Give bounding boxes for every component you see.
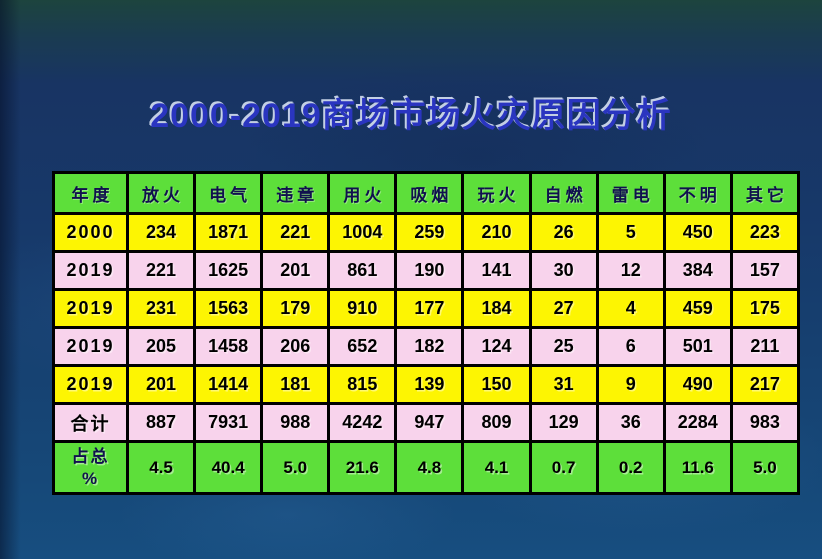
table-row-7: 占总% 4.5 40.4 5.0 21.6 4.8 4.1 0.7 0.2 11.6 5.0: [52, 440, 801, 495]
column-header-3: 电气: [193, 171, 264, 215]
value-cell: 5: [595, 212, 666, 253]
value-cell: 4.5: [125, 440, 197, 495]
value-cell: 1414: [193, 364, 264, 405]
value-cell: 217: [729, 364, 801, 405]
value-cell: 450: [662, 212, 733, 253]
table-row-4: 2019 205 1458 206 652 182 124 25 6 501 211: [52, 326, 801, 367]
value-cell: 1004: [327, 212, 398, 253]
value-cell: 141: [461, 250, 532, 291]
value-cell: 175: [729, 288, 801, 329]
value-cell: 124: [461, 326, 532, 367]
value-cell: 184: [461, 288, 532, 329]
value-cell: 4242: [327, 402, 398, 443]
value-cell: 21.6: [327, 440, 398, 495]
column-header-10: 不明: [662, 171, 733, 215]
value-cell: 157: [729, 250, 801, 291]
value-cell: 221: [260, 212, 331, 253]
value-cell: 384: [662, 250, 733, 291]
value-cell: 5.0: [729, 440, 801, 495]
value-cell: 6: [595, 326, 666, 367]
column-header-1: 年度: [52, 171, 129, 215]
value-cell: 190: [394, 250, 465, 291]
slide-title: 2000-2019商场市场火灾原因分析: [150, 97, 672, 135]
row-label-cell: 合计: [52, 402, 129, 443]
value-cell: 1458: [193, 326, 264, 367]
value-cell: 501: [662, 326, 733, 367]
column-header-9: 雷电: [595, 171, 666, 215]
value-cell: 459: [662, 288, 733, 329]
value-cell: 9: [595, 364, 666, 405]
value-cell: 181: [260, 364, 331, 405]
value-cell: 0.2: [595, 440, 666, 495]
value-cell: 5.0: [260, 440, 331, 495]
value-cell: 201: [125, 364, 197, 405]
value-cell: 179: [260, 288, 331, 329]
row-label-cell: 2019: [52, 250, 129, 291]
fire-cause-table: 年度 放火 电气 违章 用火 吸烟 玩火 自燃 雷电 不明 其它 2000 234 1871 221 100…: [52, 171, 801, 495]
value-cell: 2284: [662, 402, 733, 443]
value-cell: 206: [260, 326, 331, 367]
table-row-2: 2019 221 1625 201 861 190 141 30 12 384 157: [52, 250, 801, 291]
value-cell: 1625: [193, 250, 264, 291]
column-header-4: 违章: [260, 171, 331, 215]
row-label-cell: 2019: [52, 364, 129, 405]
value-cell: 139: [394, 364, 465, 405]
value-cell: 36: [595, 402, 666, 443]
value-cell: 947: [394, 402, 465, 443]
value-cell: 210: [461, 212, 532, 253]
value-cell: 1563: [193, 288, 264, 329]
value-cell: 0.7: [528, 440, 599, 495]
table-row-1: 2000 234 1871 221 1004 259 210 26 5 450 223: [52, 212, 801, 253]
value-cell: 988: [260, 402, 331, 443]
value-cell: 1871: [193, 212, 264, 253]
column-header-6: 吸烟: [394, 171, 465, 215]
value-cell: 129: [528, 402, 599, 443]
value-cell: 490: [662, 364, 733, 405]
value-cell: 27: [528, 288, 599, 329]
value-cell: 234: [125, 212, 197, 253]
value-cell: 231: [125, 288, 197, 329]
table-row-6: 合计 887 7931 988 4242 947 809 129 36 2284 983: [52, 402, 801, 443]
value-cell: 40.4: [193, 440, 264, 495]
value-cell: 815: [327, 364, 398, 405]
value-cell: 201: [260, 250, 331, 291]
value-cell: 223: [729, 212, 801, 253]
value-cell: 7931: [193, 402, 264, 443]
table-row-3: 2019 231 1563 179 910 177 184 27 4 459 175: [52, 288, 801, 329]
value-cell: 182: [394, 326, 465, 367]
value-cell: 26: [528, 212, 599, 253]
value-cell: 910: [327, 288, 398, 329]
column-header-7: 玩火: [461, 171, 532, 215]
row-label-cell: 2019: [52, 326, 129, 367]
value-cell: 177: [394, 288, 465, 329]
value-cell: 983: [729, 402, 801, 443]
value-cell: 4: [595, 288, 666, 329]
value-cell: 211: [729, 326, 801, 367]
value-cell: 31: [528, 364, 599, 405]
column-header-11: 其它: [729, 171, 801, 215]
value-cell: 11.6: [662, 440, 733, 495]
value-cell: 259: [394, 212, 465, 253]
column-header-8: 自燃: [528, 171, 599, 215]
column-header-5: 用火: [327, 171, 398, 215]
column-header-2: 放火: [125, 171, 197, 215]
row-label-cell: 2019: [52, 288, 129, 329]
value-cell: 861: [327, 250, 398, 291]
value-cell: 887: [125, 402, 197, 443]
value-cell: 221: [125, 250, 197, 291]
value-cell: 652: [327, 326, 398, 367]
row-label-cell: 占总%: [52, 440, 129, 495]
row-label-cell: 2000: [52, 212, 129, 253]
value-cell: 30: [528, 250, 599, 291]
value-cell: 12: [595, 250, 666, 291]
value-cell: 205: [125, 326, 197, 367]
value-cell: 25: [528, 326, 599, 367]
value-cell: 4.8: [394, 440, 465, 495]
table-row-5: 2019 201 1414 181 815 139 150 31 9 490 217: [52, 364, 801, 405]
value-cell: 809: [461, 402, 532, 443]
table-header-row: 年度 放火 电气 违章 用火 吸烟 玩火 自燃 雷电 不明 其它: [52, 171, 801, 215]
value-cell: 150: [461, 364, 532, 405]
value-cell: 4.1: [461, 440, 532, 495]
